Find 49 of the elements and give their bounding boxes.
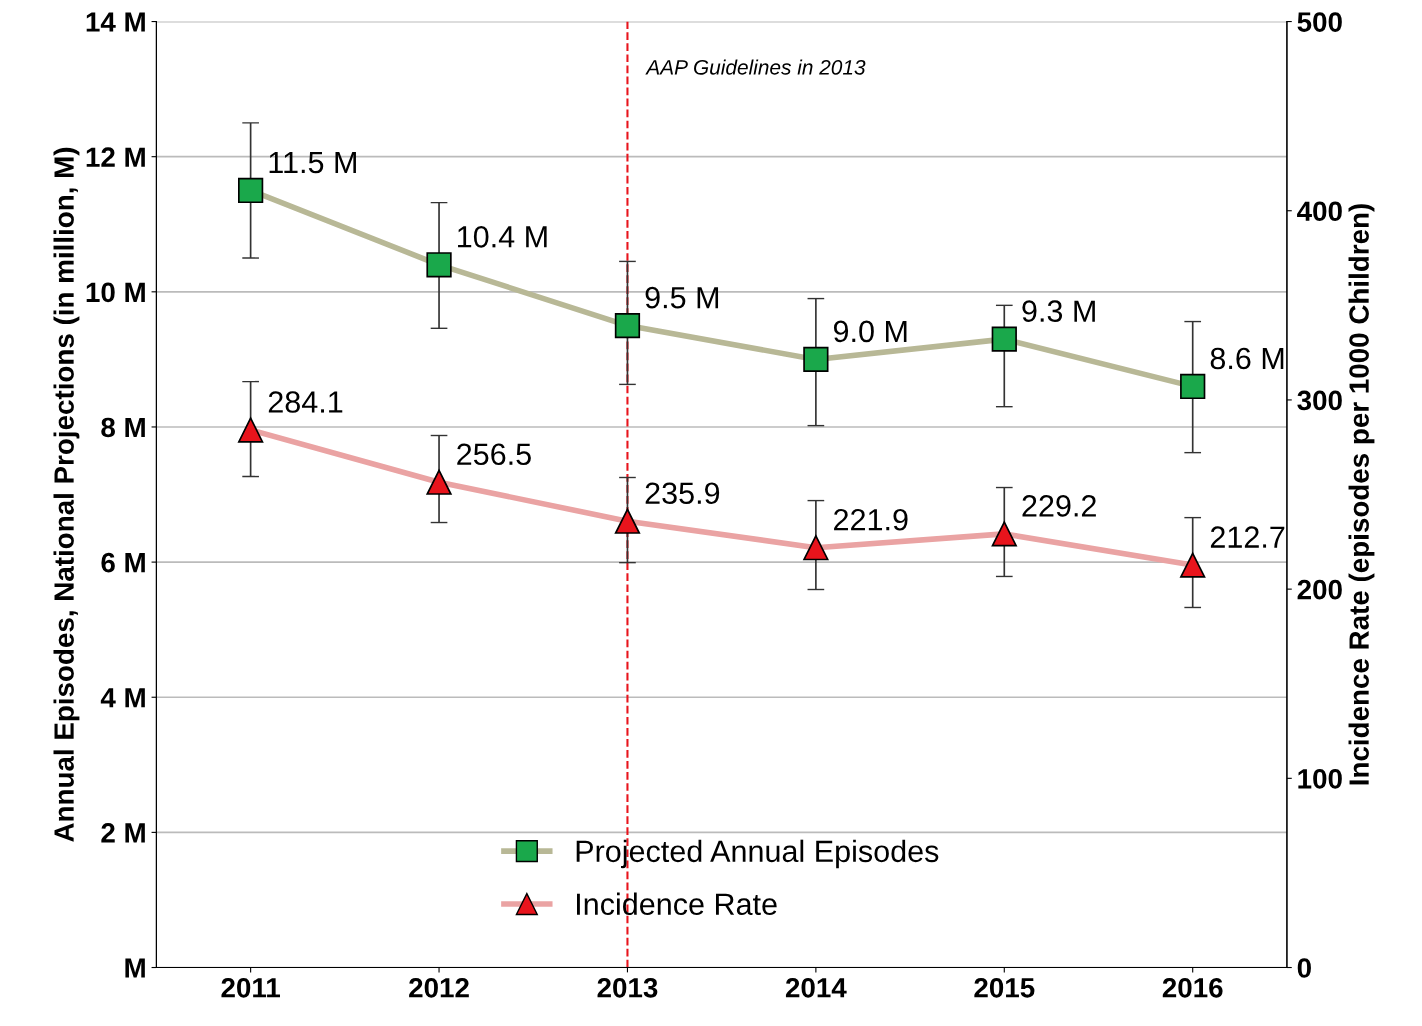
point	[426, 252, 452, 278]
point	[426, 469, 452, 495]
x-tick-label: 2013	[597, 977, 658, 998]
data-label: 9.5 M	[645, 286, 719, 309]
x-tick-label: 2015	[974, 977, 1035, 998]
y-tick-label: 6 M	[101, 552, 145, 573]
point	[237, 417, 264, 443]
y-tick-label: 10 M	[86, 282, 145, 303]
x-tick-label: 2011	[221, 977, 280, 998]
legend-label: Incidence Rate	[577, 892, 777, 916]
x-tick-label: 2012	[409, 977, 469, 998]
legend-label: Projected Annual Episodes	[576, 839, 939, 869]
point	[614, 508, 641, 534]
data-label: 8.6 M	[1210, 347, 1284, 370]
point	[1180, 373, 1206, 400]
y-tick-label: 4 M	[100, 688, 145, 708]
data-label: 284.1	[268, 391, 343, 413]
data-label: 9.3 M	[1022, 300, 1095, 322]
y-axis-title: Annual Episodes, National Projections (in million, M)	[53, 147, 80, 842]
x-tick-label: 2014	[785, 977, 847, 998]
data-label: 10.4 M	[458, 226, 547, 248]
point	[803, 346, 829, 373]
y2-tick-label: 100	[1298, 768, 1342, 789]
data-label: 221.9	[834, 508, 908, 531]
y-tick-label: 14 M	[86, 12, 145, 32]
y-tick-label: 2 M	[101, 823, 145, 843]
y2-tick-label: 500	[1297, 12, 1342, 32]
point	[614, 312, 641, 339]
y2-tick-label: 0	[1297, 958, 1311, 978]
y-tick-label: 8 M	[101, 417, 145, 438]
data-label: 229.2	[1022, 495, 1096, 517]
y2-tick-label: 300	[1297, 390, 1342, 411]
y-tick-label: 12 M	[86, 147, 145, 167]
data-label: 9.0 M	[833, 320, 907, 343]
y2-axis-title: Incidence Rate (episodes per 1000 Children)	[1348, 204, 1375, 785]
data-label: 256.5	[457, 443, 531, 466]
point	[991, 326, 1017, 352]
y2-tick-label: 200	[1297, 579, 1342, 600]
point	[991, 521, 1017, 547]
data-label: 11.5 M	[269, 152, 356, 174]
point	[1180, 552, 1206, 578]
x-tick-label: 2016	[1162, 977, 1223, 998]
ref-line-label: AAP Guidelines in 2013	[645, 59, 866, 75]
data-label: 235.9	[645, 482, 720, 505]
point	[803, 535, 829, 561]
data-label: 212.7	[1210, 526, 1285, 548]
point	[237, 177, 264, 204]
y2-tick-label: 400	[1297, 201, 1342, 222]
y-tick-label: M	[125, 958, 145, 978]
